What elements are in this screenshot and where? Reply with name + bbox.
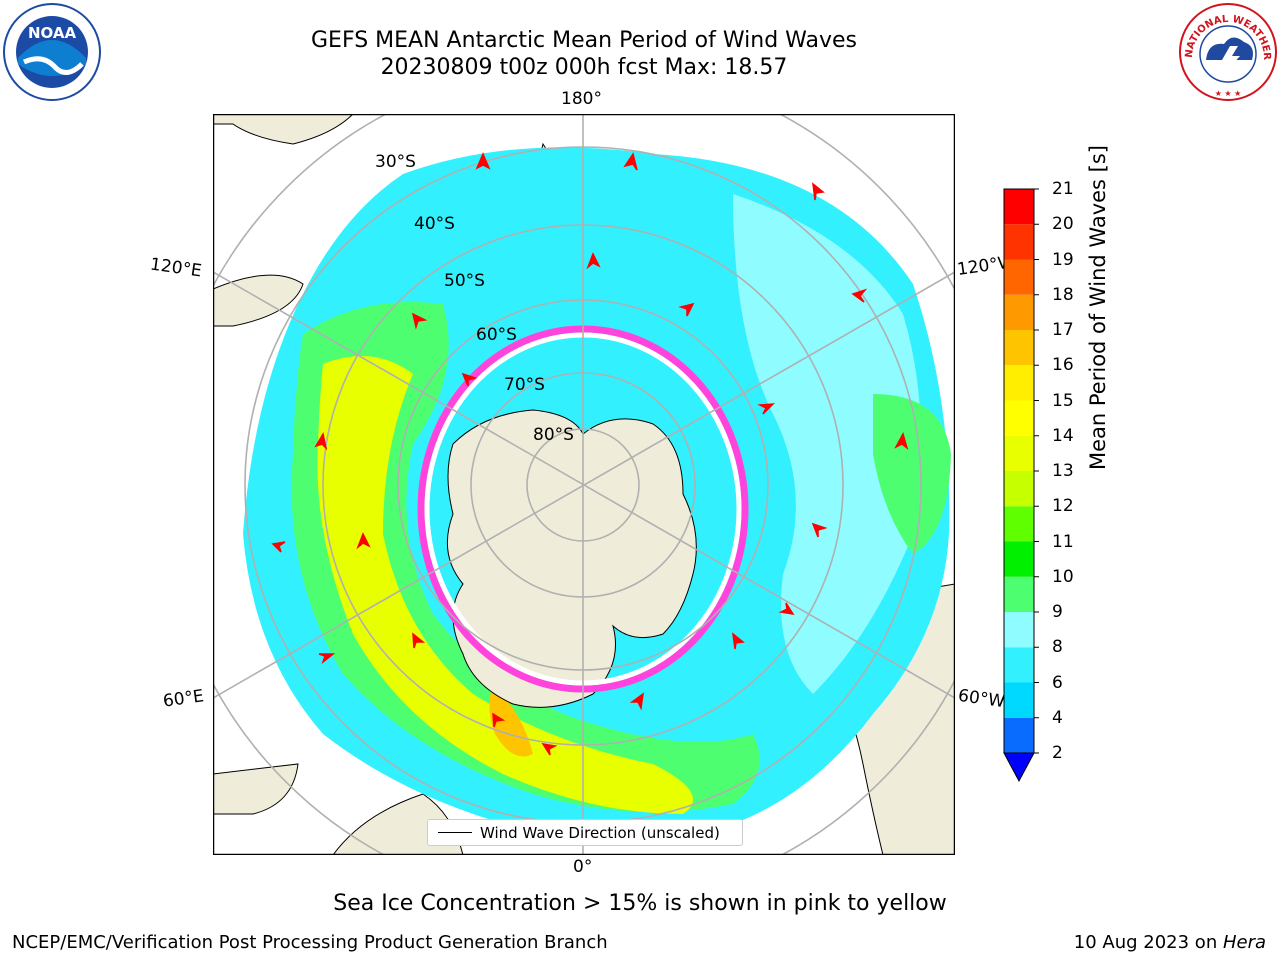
colorbar-tick-label: 4: [1052, 707, 1063, 728]
lon-label-60e: 60°E: [161, 686, 206, 712]
colorbar-segment: [1004, 647, 1034, 683]
colorbar-segment: [1004, 365, 1034, 401]
colorbar-tick-label: 6: [1052, 672, 1063, 693]
lat-label-60s: 60°S: [476, 325, 517, 345]
colorbar-segment: [1004, 576, 1034, 612]
colorbar-segment: [1004, 189, 1034, 225]
colorbar-tick-label: 2: [1052, 743, 1063, 763]
colorbar-tick-label: 15: [1052, 390, 1074, 411]
colorbar-segment: [1004, 400, 1034, 436]
lat-label-50s: 50°S: [444, 271, 485, 291]
colorbar-segment: [1004, 471, 1034, 507]
antarctica-land: [446, 409, 697, 708]
colorbar-tick-label: 9: [1052, 602, 1063, 622]
noaa-logo: NOAA: [3, 3, 101, 101]
footer-system: Hera: [1222, 932, 1266, 953]
wind-wave-arrows: [271, 152, 909, 756]
legend-label: Wind Wave Direction (unscaled): [480, 823, 720, 842]
lat-label-30s: 30°S: [375, 152, 416, 172]
map-subtitle: 20230809 t00z 000h fcst Max: 18.57: [380, 55, 788, 80]
legend-line: [438, 832, 472, 833]
colorbar-segment: [1004, 224, 1034, 260]
colorbar-tick-label: 10: [1052, 566, 1074, 587]
colorbar-tick-label: 12: [1052, 496, 1074, 517]
colorbar-extend-triangle: [1003, 752, 1035, 783]
colorbar-tick-label: 17: [1052, 320, 1074, 340]
colorbar-tick-label: 18: [1052, 284, 1074, 305]
colorbar-tick-label: 13: [1052, 461, 1074, 481]
polar-map: [213, 114, 955, 855]
colorbar-tick-label: 20: [1052, 214, 1074, 235]
colorbar-segment: [1004, 682, 1034, 718]
lat-label-80s: 80°S: [533, 425, 574, 445]
colorbar: [1003, 188, 1039, 783]
lon-label-120e: 120°E: [148, 254, 203, 282]
lat-label-40s: 40°S: [414, 214, 455, 234]
colorbar-segment: [1004, 541, 1034, 577]
colorbar-segment: [1004, 435, 1034, 471]
colorbar-label: Mean Period of Wind Waves [s]: [1086, 145, 1110, 470]
wave-field-east: [873, 394, 951, 554]
meridian-lines: [213, 114, 955, 855]
colorbar-tick-label: 11: [1052, 531, 1074, 552]
colorbar-tick-label: 16: [1052, 355, 1074, 376]
colorbar-tick-label: 21: [1052, 179, 1074, 199]
lon-label-60w: 60°W: [956, 685, 1007, 713]
colorbar-segment: [1004, 294, 1034, 330]
colorbar-segment: [1004, 506, 1034, 542]
colorbar-tick-label: 14: [1052, 425, 1074, 446]
colorbar-segment: [1004, 330, 1034, 366]
footer-date: 10 Aug 2023 on Hera: [1074, 932, 1266, 953]
wave-field-yellow: [317, 356, 693, 814]
australia-land: [213, 114, 354, 327]
noaa-logo-text: NOAA: [28, 24, 77, 42]
colorbar-tick-label: 8: [1052, 637, 1063, 658]
footer-date-text: 10 Aug 2023 on: [1073, 932, 1223, 953]
footer-credit: NCEP/EMC/Verification Post Processing Pr…: [12, 932, 608, 953]
lat-label-70s: 70°S: [504, 375, 545, 395]
map-legend: Wind Wave Direction (unscaled): [427, 819, 743, 846]
colorbar-segment: [1004, 259, 1034, 295]
lon-label-180: 180°: [561, 89, 602, 109]
nws-logo: NATIONAL WEATHER SERVICE ★ ★ ★: [1178, 2, 1277, 101]
colorbar-segment: [1004, 717, 1034, 753]
colorbar-tick-label: 19: [1052, 249, 1074, 270]
sea-ice-note: Sea Ice Concentration > 15% is shown in …: [333, 891, 947, 916]
colorbar-segment: [1004, 612, 1034, 648]
svg-text:★ ★ ★: ★ ★ ★: [1215, 89, 1242, 98]
map-title: GEFS MEAN Antarctic Mean Period of Wind …: [311, 28, 857, 53]
lon-label-0: 0°: [573, 857, 593, 877]
